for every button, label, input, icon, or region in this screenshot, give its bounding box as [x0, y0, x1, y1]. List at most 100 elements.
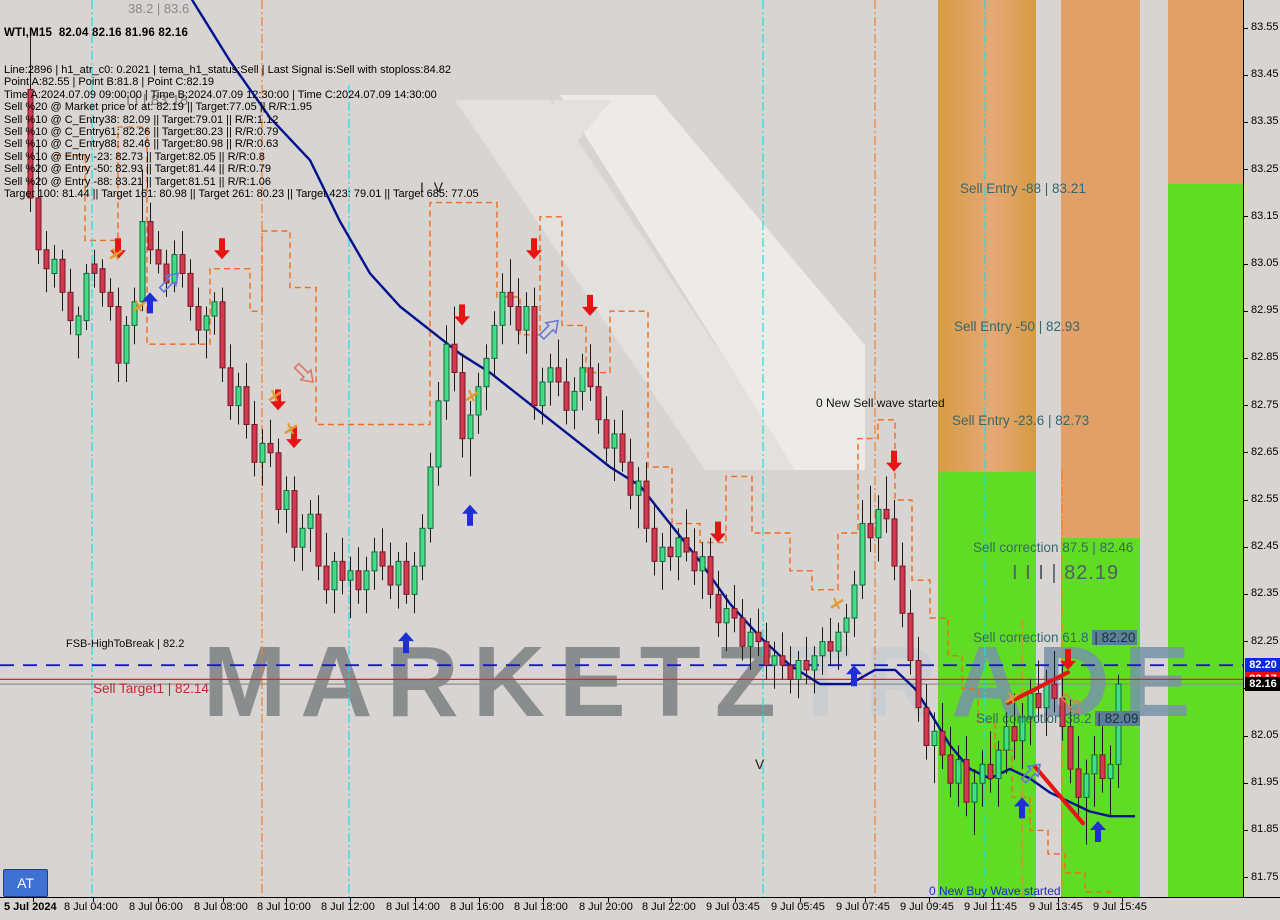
sell-correction-618-price: | 82.20 [1092, 630, 1138, 645]
time-tick-label: 9 Jul 07:45 [836, 901, 890, 913]
price-tick-label: 83.35 [1251, 115, 1279, 128]
supply-demand-zones [938, 0, 1243, 897]
wave-4-label[interactable]: I V [420, 179, 447, 195]
info-line: Sell %20 @ Entry -88: 83.21 || Target:81… [4, 175, 271, 188]
time-tick-label: 8 Jul 14:00 [386, 901, 440, 913]
info-line: Target 100: 81.44 || Target 161: 80.98 |… [4, 188, 479, 201]
info-line: Point A:82.55 | Point B:81.8 | Point C:8… [4, 76, 214, 89]
time-tick [93, 898, 94, 902]
info-line: Sell %10 @ C_Entry61: 82.26 || Target:80… [4, 126, 279, 139]
time-tick [993, 898, 994, 902]
price-tick-label: 82.45 [1251, 540, 1279, 553]
price-tick-label: 82.25 [1251, 634, 1279, 647]
price-tick-label: 82.95 [1251, 304, 1279, 317]
info-line: Sell %20 @ Market price or at: 82.19 || … [4, 101, 312, 114]
time-tick-label: 8 Jul 10:00 [257, 901, 311, 913]
price-tick [1244, 782, 1248, 784]
time-tick-label: 8 Jul 04:00 [64, 901, 118, 913]
trendlines-layer [1006, 670, 1085, 826]
info-line: Time A:2024.07.09 09:00:00 | Time B:2024… [4, 88, 437, 101]
time-tick-label: 9 Jul 13:45 [1029, 901, 1083, 913]
time-tick [350, 898, 351, 902]
wave-5-label[interactable]: V [755, 756, 765, 772]
price-tick-label: 82.05 [1251, 729, 1279, 741]
at-button[interactable]: AT [3, 869, 48, 897]
time-axis[interactable]: 5 Jul 2024 8 Jul 04:00 8 Jul 06:00 8 Jul 08… [0, 897, 1280, 920]
info-line: Sell %10 @ Entry -23: 82.73 || Target:82… [4, 150, 265, 163]
time-tick-label: 8 Jul 20:00 [579, 901, 633, 913]
horizontal-price-lines [0, 664, 1243, 685]
price-tick [1244, 546, 1248, 548]
indicator-info-block: WTI,M15 82.04 82.16 81.96 82.16 Line:289… [4, 2, 479, 225]
time-tick [1058, 898, 1059, 902]
time-tick [158, 898, 159, 902]
sell-correction-382-label[interactable]: Sell correction 38.2 | 82.09 [976, 711, 1141, 726]
price-tick-label: 82.75 [1251, 398, 1279, 411]
wave-3-label[interactable]: I I I | 82.19 [1012, 562, 1120, 584]
price-tick-label: 82.35 [1251, 587, 1279, 600]
signal-info-lines: Line:2896 | h1_atr_c0: 0.2021 | tema_h1_… [4, 64, 479, 200]
watermark-logo [455, 95, 865, 470]
price-tick-label: 83.15 [1251, 209, 1279, 222]
time-tick [543, 898, 544, 902]
price-tick [1244, 405, 1248, 407]
time-tick [479, 898, 480, 902]
time-tick-label: 8 Jul 16:00 [450, 901, 504, 913]
candlestick-chart[interactable]: MARKETZTRADE [0, 0, 1243, 897]
time-tick [735, 898, 736, 902]
info-line: Sell %10 @ C_Entry88: 82.46 || Target:80… [4, 138, 279, 151]
time-tick [800, 898, 801, 902]
wave-2-label[interactable]: I I | 83.18 [126, 92, 189, 109]
sell-correction-382-price: | 82.09 [1095, 711, 1141, 726]
info-line: Line:2896 | h1_atr_c0: 0.2021 | tema_h1_… [4, 64, 452, 77]
price-tick [1244, 121, 1248, 123]
sell-correction-875-label[interactable]: Sell correction 87.5 | 82.46 [973, 540, 1134, 555]
time-tick-label: 8 Jul 08:00 [194, 901, 248, 913]
price-tick [1244, 499, 1248, 501]
price-tick [1244, 27, 1248, 29]
price-tick [1244, 735, 1248, 737]
new-sell-wave-label: 0 New Sell wave started [816, 396, 945, 410]
price-tick [1244, 310, 1248, 312]
time-tick [33, 898, 34, 902]
time-tick [415, 898, 416, 902]
price-tick [1244, 169, 1248, 171]
time-tick-label: 9 Jul 05:45 [771, 901, 825, 913]
time-tick [608, 898, 609, 902]
sell-entry-88-label[interactable]: Sell Entry -88 | 83.21 [960, 181, 1086, 196]
price-tick [1244, 593, 1248, 595]
price-tick [1244, 74, 1248, 76]
signal-arrows-layer [109, 238, 1106, 842]
time-tick [1122, 898, 1123, 902]
price-tick [1244, 877, 1248, 879]
sell-target1-label[interactable]: Sell Target1 | 82.14 [93, 681, 209, 696]
fsb-price-box: 82.20 [1245, 658, 1280, 673]
current-price-box: 82.16 [1245, 677, 1280, 692]
sell-correction-618-text: Sell correction 61.8 [973, 630, 1093, 645]
price-tick-label: 83.55 [1251, 21, 1279, 33]
fsb-high-to-break-label[interactable]: FSB-HighToBreak | 82.2 [66, 638, 185, 650]
sell-correction-382-text: Sell correction 38.2 [976, 711, 1096, 726]
price-tick-label: 82.85 [1251, 351, 1279, 364]
symbol-title: WTI,M15 82.04 82.16 81.96 82.16 [4, 26, 189, 39]
sell-correction-618-label[interactable]: Sell correction 61.8 | 82.20 [973, 630, 1138, 645]
time-tick [671, 898, 672, 902]
time-tick-label: 9 Jul 09:45 [900, 901, 954, 913]
sell-entry-50-label[interactable]: Sell Entry -50 | 82.93 [954, 319, 1080, 334]
price-axis[interactable]: 83.55 83.45 83.35 83.25 83.15 83.05 82.95 82.85… [1243, 0, 1280, 897]
price-tick-label: 82.65 [1251, 445, 1279, 458]
price-tick [1244, 357, 1248, 359]
price-tick-label: 82.55 [1251, 493, 1279, 505]
time-tick-label: 8 Jul 06:00 [129, 901, 183, 913]
price-tick-label: 83.45 [1251, 68, 1279, 81]
time-tick [286, 898, 287, 902]
fib-level-label: 38.2 | 83.6 [128, 1, 190, 16]
time-tick [929, 898, 930, 902]
price-tick-label: 81.75 [1251, 870, 1279, 883]
info-line: Sell %20 @ Entry -50: 82.93 || Target:81… [4, 163, 271, 176]
info-line: Sell %10 @ C_Entry38: 82.09 || Target:79… [4, 113, 279, 126]
svg-text:MARKETZTRADE: MARKETZTRADE [203, 626, 1204, 738]
sell-entry-236-label[interactable]: Sell Entry -23.6 | 82.73 [952, 413, 1090, 428]
time-tick-label: 9 Jul 03:45 [706, 901, 760, 913]
